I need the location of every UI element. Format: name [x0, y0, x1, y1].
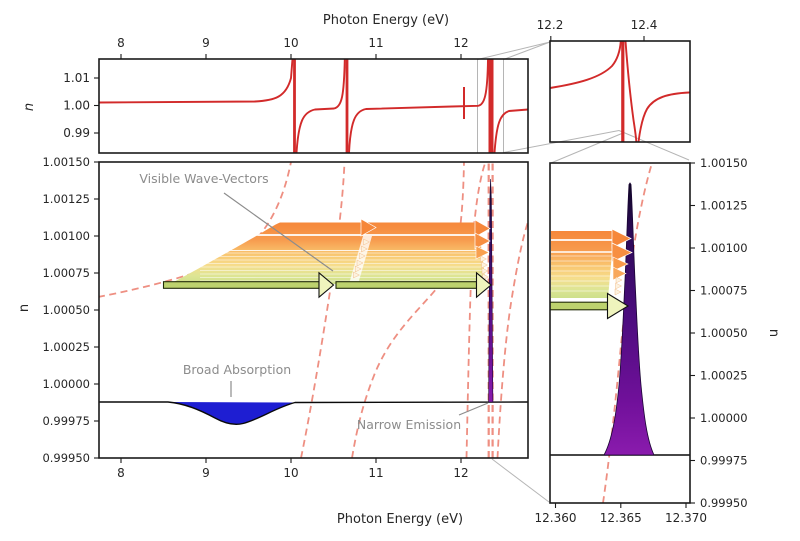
- wave-vector-band-zoom: [550, 228, 633, 320]
- green-wave-vector-arrow: [162, 271, 492, 299]
- y-tick-label: 1.00000: [700, 411, 748, 425]
- x-tick-label: 11: [368, 36, 383, 50]
- y-tick-label: 1.00050: [700, 326, 748, 340]
- main-y-ticks: [94, 161, 99, 459]
- x-tick-label: 12: [453, 36, 468, 50]
- refractive-index-curve: [99, 59, 528, 153]
- x-tick-label: 12.2: [537, 18, 564, 32]
- narrow-emission-peak-zoom: [603, 182, 655, 456]
- x-tick-label: 8: [117, 36, 125, 50]
- x-tick-label: 8: [117, 466, 125, 480]
- y-tick-label: 1.00125: [700, 199, 748, 213]
- y-tick-label: 1.00025: [42, 340, 90, 354]
- bottom-x-axis-label: Photon Energy (eV): [337, 512, 463, 527]
- emission-zoom-plot-area: [550, 163, 690, 503]
- y-tick-label: 0.99: [63, 126, 90, 140]
- x-tick-label: 9: [202, 36, 210, 50]
- y-tick-label: 1.00150: [42, 155, 90, 169]
- band-arrowheads-mid: [353, 218, 377, 279]
- y-tick-label: 1.00075: [700, 284, 748, 298]
- visible-wave-vectors-leader: [223, 192, 334, 272]
- panel-emission-zoom: 12.360 12.365 12.370 1.00150 1.00125 1.0…: [535, 156, 782, 525]
- connector-line: [477, 41, 551, 60]
- x-tick-label: 10: [283, 466, 298, 480]
- y-tick-label: 1.00100: [42, 229, 90, 243]
- y-tick-label: 0.99975: [42, 414, 90, 428]
- green-wave-vector-arrow-zoom: [550, 292, 630, 320]
- x-tick-label: 12.370: [665, 511, 707, 525]
- connector-line: [618, 130, 690, 161]
- y-tick-label: 1.00075: [42, 266, 90, 280]
- broad-absorption-label: Broad Absorption: [183, 362, 291, 377]
- y-tick-label: 1.00050: [42, 303, 90, 317]
- broad-absorption-fill: [168, 402, 295, 425]
- y-tick-label: 1.00100: [700, 241, 748, 255]
- y-tick-label: 1.00025: [700, 369, 748, 383]
- y-tick-label: 1.01: [63, 71, 90, 85]
- connector-line: [503, 41, 551, 60]
- top-x-axis-label: Photon Energy (eV): [323, 13, 449, 28]
- main-y-axis-label: n: [17, 304, 32, 312]
- x-tick-label: 12.360: [535, 511, 577, 525]
- top-spectrum-plot-area: [99, 59, 528, 153]
- emission-zoom-x-ticks: [554, 503, 687, 508]
- emission-zoom-y-tick-labels: 1.00150 1.00125 1.00100 1.00075 1.00050 …: [700, 156, 748, 510]
- top-y-axis-label: n: [22, 103, 37, 111]
- y-tick-label: 0.99975: [700, 454, 748, 468]
- main-x-ticks: [120, 458, 462, 463]
- polariton-branch-zoom: [602, 163, 653, 503]
- top-spectrum-y-ticks: [94, 77, 99, 134]
- wave-vector-band-zoom-fill: [551, 231, 614, 298]
- panel-top-spectrum: 8 9 10 11 12 1.01 1.00 0.99 Photon Energ…: [22, 13, 529, 154]
- connector-line: [550, 132, 624, 164]
- visible-wave-vectors-label: Visible Wave-Vectors: [139, 171, 268, 186]
- y-tick-label: 0.99950: [700, 496, 748, 510]
- y-tick-label: 1.00: [63, 99, 90, 113]
- y-tick-label: 0.99950: [42, 451, 90, 465]
- x-tick-label: 12.4: [631, 18, 658, 32]
- band-zoom-arrowheads: [611, 228, 633, 296]
- x-tick-label: 11: [368, 466, 383, 480]
- main-baseline: [99, 401, 528, 425]
- polariton-branch: [496, 221, 528, 458]
- main-annotations: Visible Wave-Vectors Broad Absorption Na…: [139, 171, 489, 432]
- x-tick-label: 9: [202, 466, 210, 480]
- connector-line: [491, 458, 550, 503]
- refractive-index-curve-zoom: [550, 41, 690, 142]
- emission-zoom-y-axis-label: n: [766, 329, 781, 337]
- band-gap: [349, 236, 372, 284]
- panel-top-zoom: 12.2 12.4: [537, 18, 691, 143]
- x-tick-label: 12.365: [600, 511, 642, 525]
- top-zoom-border: [549, 40, 691, 143]
- top-spectrum-x-ticks: [120, 54, 462, 59]
- x-tick-label: 12: [453, 466, 468, 480]
- main-y-tick-labels: 1.00150 1.00125 1.00100 1.00075 1.00050 …: [42, 155, 90, 465]
- y-tick-label: 1.00000: [42, 377, 90, 391]
- top-zoom-x-ticks: [550, 36, 645, 41]
- narrow-emission-label: Narrow Emission: [357, 417, 461, 432]
- x-tick-label: 10: [283, 36, 298, 50]
- narrow-emission-peak: [488, 178, 494, 403]
- top-zoom-plot-area: [550, 41, 690, 142]
- y-tick-label: 1.00150: [700, 156, 748, 170]
- emission-zoom-y-ticks: [690, 162, 695, 504]
- narrow-emission-leader: [458, 402, 489, 416]
- band-zoom-separators: [551, 239, 613, 292]
- y-tick-label: 1.00125: [42, 192, 90, 206]
